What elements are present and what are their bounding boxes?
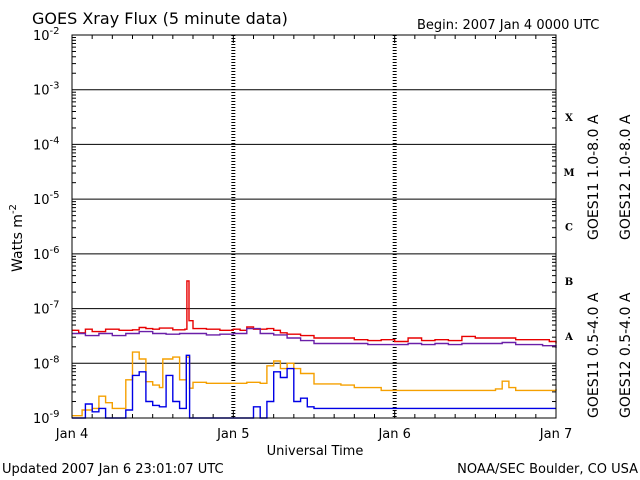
y-tick-exponent: -4: [50, 135, 60, 146]
grid-layer: [71, 35, 557, 418]
y-tick-labels: 10-210-310-410-510-610-710-810-9: [33, 26, 60, 427]
y-tick-label: 10-8: [33, 354, 60, 372]
y-tick-base: 10: [33, 357, 50, 372]
updated-timestamp: Updated 2007 Jan 6 23:01:07 UTC: [2, 462, 224, 477]
series-line: [72, 354, 556, 419]
y-tick-exponent: -5: [50, 190, 60, 201]
x-tick-labels: Jan 4 Jan 5 Jan 6 Jan 7: [55, 427, 572, 442]
y-axis-label-sup: -2: [8, 204, 19, 214]
x-tick-label: Jan 6: [377, 427, 410, 442]
flare-class-label: M: [563, 168, 574, 179]
y-tick-base: 10: [33, 412, 50, 427]
legend-upper-2: GOES12 1.0-8.0 A: [618, 114, 634, 240]
y-tick-label: 10-5: [33, 190, 60, 208]
series-line: [72, 327, 557, 348]
legend-goes11-short: GOES11 0.5-4.0 A: [586, 292, 602, 418]
y-tick-label: 10-7: [33, 300, 60, 318]
y-tick-exponent: -8: [50, 354, 60, 365]
y-axis-label-text: Watts m: [10, 214, 26, 272]
flare-class-label: B: [565, 277, 573, 288]
y-tick-base: 10: [33, 138, 50, 153]
y-tick-base: 10: [33, 303, 50, 318]
series-line: [72, 280, 557, 344]
plot-frame: [71, 34, 557, 419]
y-tick-exponent: -7: [50, 300, 60, 311]
flare-class-label: X: [565, 113, 573, 124]
y-tick-base: 10: [33, 84, 50, 99]
legend-lower: GOES11 0.5-4.0 A: [586, 292, 602, 418]
source-credit: NOAA/SEC Boulder, CO USA: [457, 462, 638, 477]
flare-class-label: A: [564, 332, 573, 343]
series-layer: [72, 280, 557, 419]
x-axis-label: Universal Time: [267, 444, 364, 459]
y-tick-label: 10-3: [33, 81, 60, 99]
y-tick-exponent: -6: [50, 245, 60, 256]
chart-title: GOES Xray Flux (5 minute data): [32, 9, 288, 28]
y-tick-label: 10-4: [33, 135, 60, 153]
y-tick-base: 10: [33, 248, 50, 263]
legend-goes12-short: GOES12 0.5-4.0 A: [618, 292, 634, 418]
y-tick-exponent: -9: [50, 409, 60, 420]
flare-class-labels: X M C B A: [563, 113, 574, 343]
legend-goes12-long: GOES12 1.0-8.0 A: [618, 114, 634, 240]
y-axis-label: Watts m-2: [8, 204, 26, 272]
y-tick-label: 10-6: [33, 245, 60, 263]
y-tick-label: 10-9: [33, 409, 60, 427]
legend-goes11-long: GOES11 1.0-8.0 A: [586, 114, 602, 240]
begin-label: Begin: 2007 Jan 4 0000 UTC: [417, 18, 599, 33]
svg-text:Watts m-2: Watts m-2: [8, 204, 26, 272]
y-tick-exponent: -2: [50, 26, 60, 37]
legend-upper: GOES11 1.0-8.0 A: [586, 114, 602, 240]
flare-class-label: C: [565, 223, 573, 234]
y-tick-exponent: -3: [50, 81, 60, 92]
x-tick-label: Jan 7: [539, 427, 572, 442]
y-tick-base: 10: [33, 29, 50, 44]
legend-lower-2: GOES12 0.5-4.0 A: [618, 292, 634, 418]
x-tick-label: Jan 5: [216, 427, 249, 442]
y-tick-base: 10: [33, 193, 50, 208]
y-tick-label: 10-2: [33, 26, 60, 44]
x-tick-label: Jan 4: [55, 427, 88, 442]
